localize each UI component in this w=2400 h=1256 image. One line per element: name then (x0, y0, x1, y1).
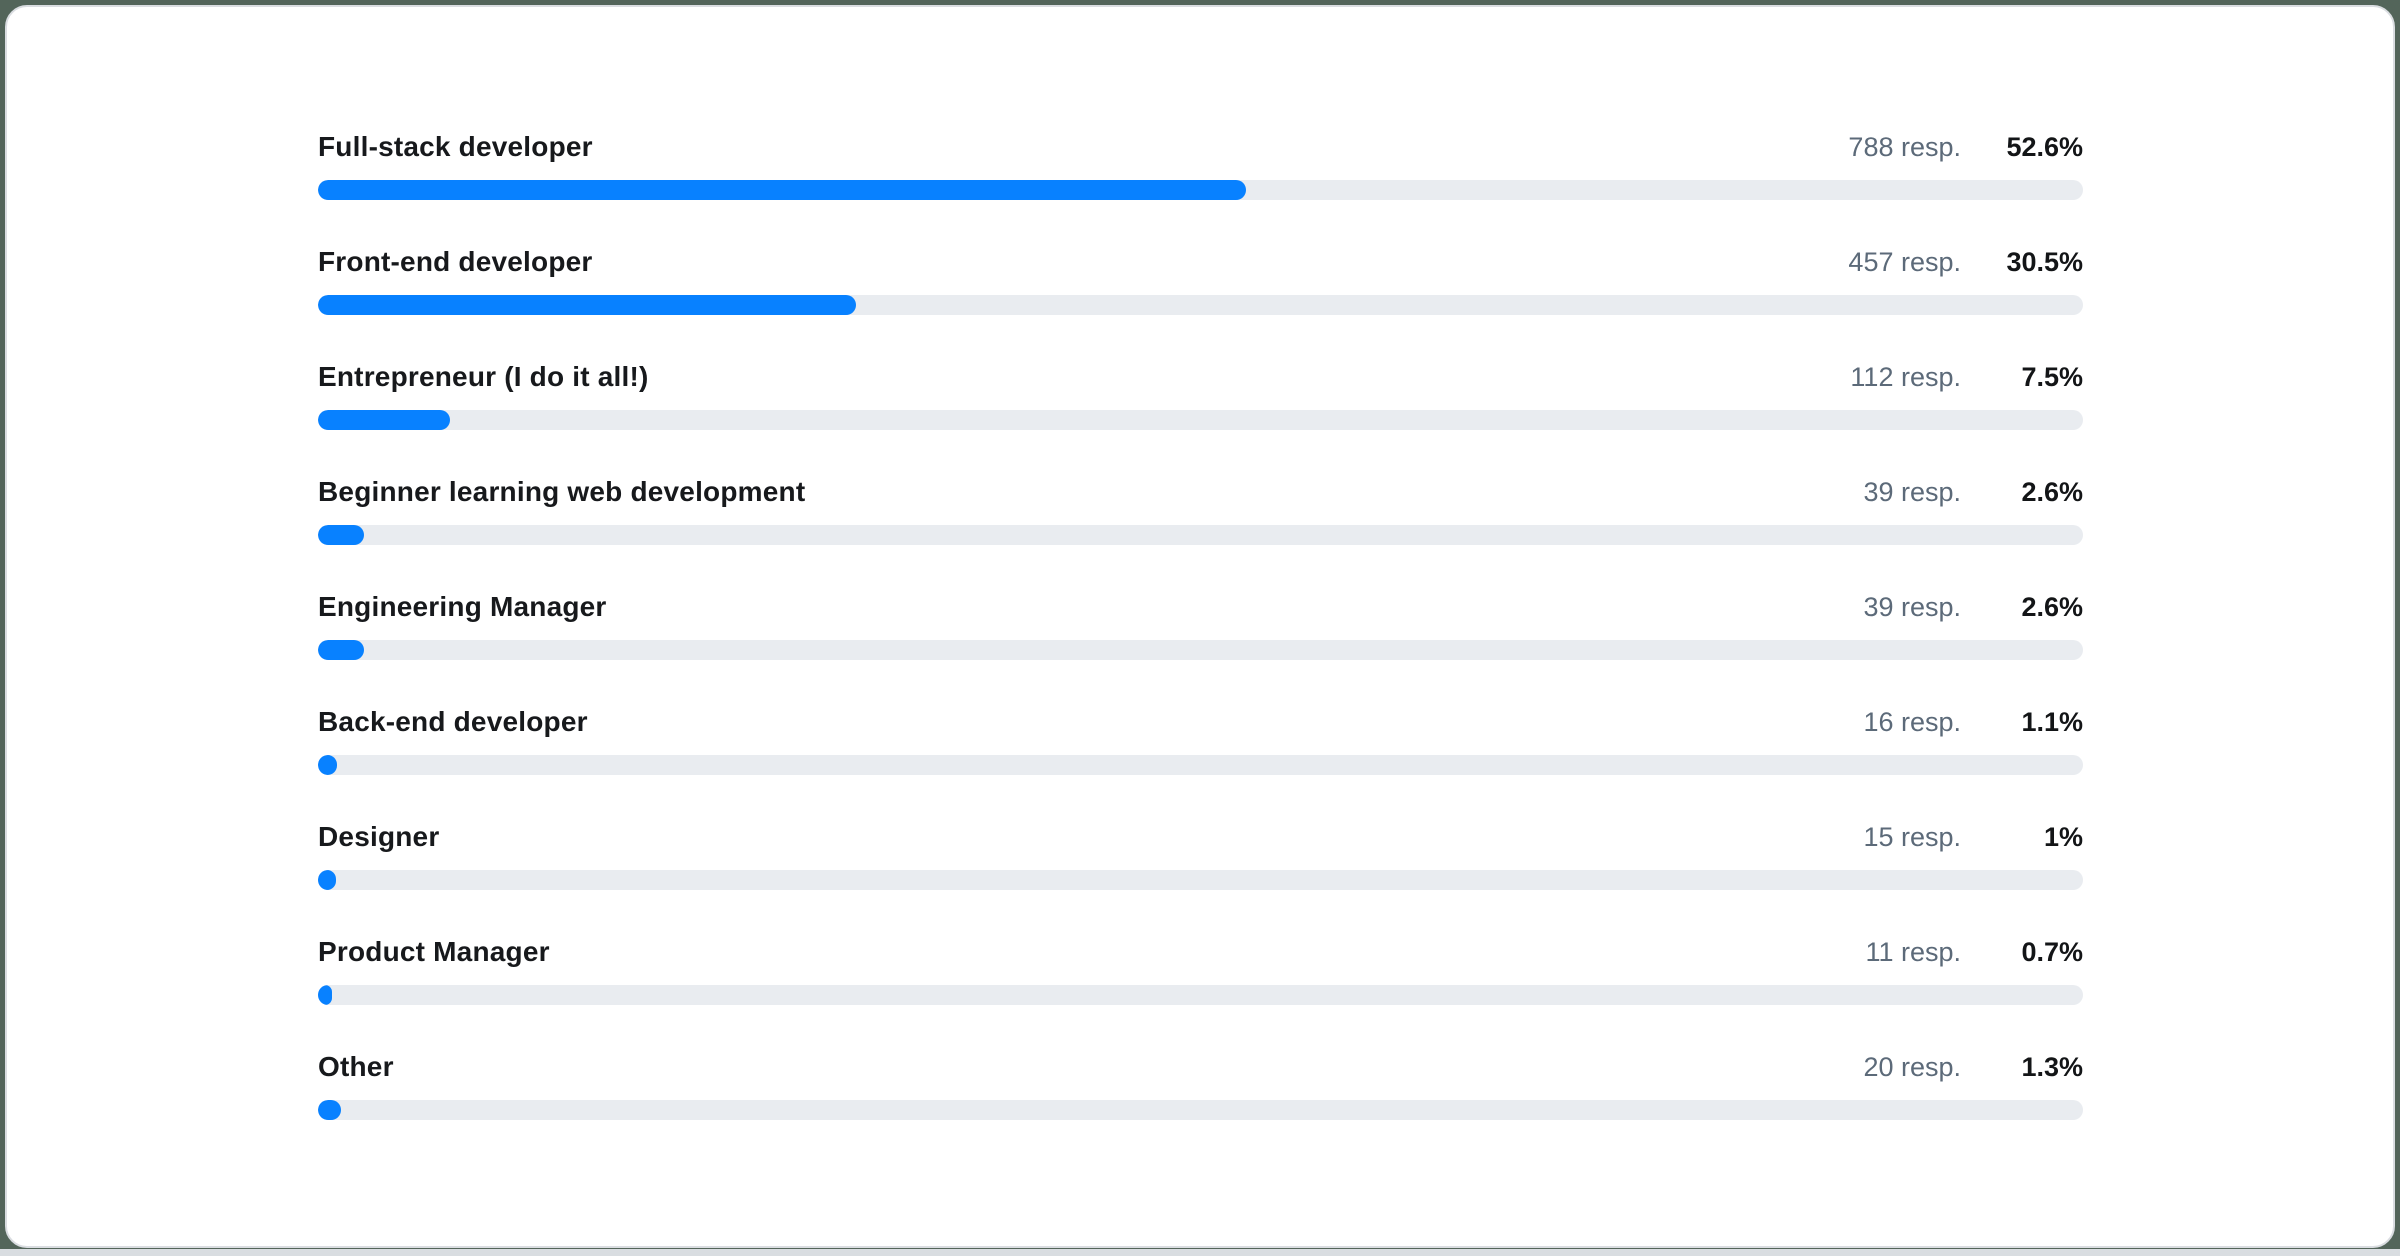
chart-row-header: Entrepreneur (I do it all!) 112 resp. 7.… (318, 360, 2083, 394)
category-label: Full-stack developer (318, 131, 593, 162)
chart-row: Other 20 resp. 1.3% (318, 1050, 2083, 1120)
bar-track (318, 410, 2083, 430)
response-count: 39 resp. (1863, 592, 1961, 622)
percentage-value: 2.6% (2021, 592, 2083, 622)
bar-fill (318, 870, 336, 890)
percentage-value: 30.5% (2006, 247, 2083, 277)
bar-fill (318, 295, 857, 315)
response-count: 788 resp. (1848, 132, 1961, 162)
bar-track (318, 985, 2083, 1005)
category-label: Beginner learning web development (318, 476, 806, 507)
bar-fill (318, 640, 364, 660)
chart-row: Product Manager 11 resp. 0.7% (318, 935, 2083, 1005)
chart-row: Front-end developer 457 resp. 30.5% (318, 245, 2083, 315)
response-count: 15 resp. (1863, 822, 1961, 852)
bar-fill (318, 985, 332, 1005)
response-count: 20 resp. (1863, 1052, 1961, 1082)
survey-results-card: Full-stack developer 788 resp. 52.6% Fro… (5, 5, 2395, 1248)
category-label: Product Manager (318, 936, 550, 967)
category-label: Designer (318, 821, 440, 852)
response-count: 39 resp. (1863, 477, 1961, 507)
chart-row-header: Front-end developer 457 resp. 30.5% (318, 245, 2083, 279)
chart-row: Entrepreneur (I do it all!) 112 resp. 7.… (318, 360, 2083, 430)
response-count: 11 resp. (1865, 937, 1961, 967)
percentage-value: 2.6% (2021, 477, 2083, 507)
category-label: Front-end developer (318, 246, 593, 277)
bar-fill (318, 1100, 341, 1120)
response-count: 457 resp. (1848, 247, 1961, 277)
bar-track (318, 295, 2083, 315)
chart-row: Designer 15 resp. 1% (318, 820, 2083, 890)
chart-row-header: Designer 15 resp. 1% (318, 820, 2083, 854)
percentage-value: 0.7% (2021, 937, 2083, 967)
percentage-value: 1.3% (2021, 1052, 2083, 1082)
chart-row-header: Beginner learning web development 39 res… (318, 475, 2083, 509)
bottom-edge-strip (0, 1249, 2400, 1256)
category-label: Entrepreneur (I do it all!) (318, 361, 649, 392)
bar-track (318, 870, 2083, 890)
bar-fill (318, 755, 338, 775)
bar-chart: Full-stack developer 788 resp. 52.6% Fro… (318, 130, 2083, 1165)
chart-row-header: Engineering Manager 39 resp. 2.6% (318, 590, 2083, 624)
bar-track (318, 640, 2083, 660)
chart-row-header: Full-stack developer 788 resp. 52.6% (318, 130, 2083, 164)
bar-track (318, 525, 2083, 545)
response-count: 16 resp. (1863, 707, 1961, 737)
percentage-value: 7.5% (2021, 362, 2083, 392)
chart-row: Full-stack developer 788 resp. 52.6% (318, 130, 2083, 200)
chart-row: Back-end developer 16 resp. 1.1% (318, 705, 2083, 775)
category-label: Back-end developer (318, 706, 588, 737)
bar-fill (318, 410, 451, 430)
chart-row: Beginner learning web development 39 res… (318, 475, 2083, 545)
percentage-value: 1% (2043, 822, 2083, 852)
bar-fill (318, 525, 364, 545)
bar-track (318, 180, 2083, 200)
percentage-value: 52.6% (2006, 132, 2083, 162)
bar-track (318, 755, 2083, 775)
chart-row-header: Other 20 resp. 1.3% (318, 1050, 2083, 1084)
percentage-value: 1.1% (2021, 707, 2083, 737)
category-label: Other (318, 1051, 394, 1082)
response-count: 112 resp. (1850, 362, 1961, 392)
category-label: Engineering Manager (318, 591, 607, 622)
chart-row-header: Product Manager 11 resp. 0.7% (318, 935, 2083, 969)
chart-row-header: Back-end developer 16 resp. 1.1% (318, 705, 2083, 739)
bar-fill (318, 180, 1247, 200)
bar-track (318, 1100, 2083, 1120)
chart-row: Engineering Manager 39 resp. 2.6% (318, 590, 2083, 660)
